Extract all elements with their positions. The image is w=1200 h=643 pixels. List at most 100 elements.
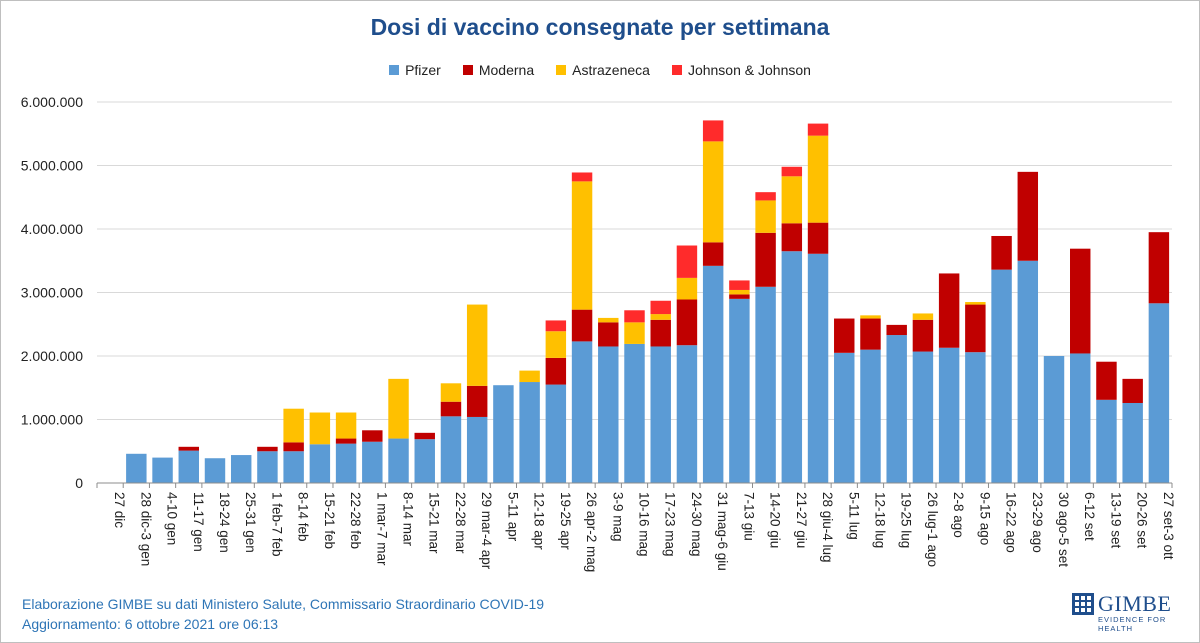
x-tick-label: 3-9 mag [610, 492, 625, 542]
bar-pfizer [1070, 353, 1091, 483]
y-tick-label: 1.000.000 [21, 412, 83, 428]
legend-label-johnson: Johnson & Johnson [687, 62, 811, 78]
bar-astrazeneca [388, 378, 409, 439]
bar-moderna [362, 430, 383, 442]
bar-pfizer [309, 444, 331, 483]
bar-pfizer [1122, 402, 1143, 483]
x-tick-label: 9-15 ago [977, 492, 992, 545]
bar-pfizer [755, 286, 776, 483]
x-tick-label: 8-14 mar [401, 492, 416, 547]
bar-moderna [335, 438, 357, 444]
bar-pfizer [886, 335, 907, 483]
bar-pfizer [1096, 399, 1117, 483]
x-tick-label: 28 dic-3 gen [138, 492, 153, 566]
bar-pfizer [230, 455, 252, 483]
bar-astrazeneca [650, 314, 671, 320]
bar-pfizer [571, 341, 593, 483]
bar-pfizer [965, 352, 986, 483]
bar-johnson [755, 192, 776, 201]
bar-moderna [834, 318, 855, 353]
bar-moderna [440, 401, 462, 417]
x-tick-label: 2-8 ago [951, 492, 966, 538]
bar-pfizer [283, 451, 304, 483]
x-tick-label: 20-26 set [1135, 492, 1150, 549]
bar-pfizer [493, 385, 514, 483]
bar-moderna [257, 446, 278, 452]
bar-pfizer [126, 453, 147, 483]
y-tick-label: 3.000.000 [21, 285, 83, 301]
gimbe-logo-icon [1072, 593, 1094, 615]
x-tick-label: 25-31 gen [243, 492, 258, 553]
bar-johnson [545, 320, 567, 332]
bar-astrazeneca [571, 181, 593, 310]
bar-moderna [886, 324, 907, 336]
bar-johnson [807, 123, 829, 136]
gimbe-logo: GIMBE EVIDENCE FOR HEALTH [1072, 591, 1188, 633]
x-tick-label: 27 set-3 ott [1161, 492, 1176, 560]
bar-moderna [1070, 248, 1091, 354]
x-tick-label: 26 lug-1 ago [925, 492, 940, 567]
bar-pfizer [781, 251, 803, 483]
bar-pfizer [834, 352, 855, 483]
bar-astrazeneca [624, 322, 645, 344]
legend-item-pfizer: Pfizer [389, 62, 441, 78]
legend-swatch-pfizer [389, 65, 400, 75]
bar-pfizer [257, 451, 278, 483]
bar-pfizer [650, 346, 671, 483]
bar-pfizer [466, 416, 488, 483]
x-tick-label: 22-28 mar [453, 492, 468, 554]
x-tick-label: 1 mar-7 mar [374, 492, 389, 566]
bar-johnson [650, 300, 671, 315]
bar-astrazeneca [466, 304, 488, 386]
bar-johnson [702, 120, 724, 142]
legend-item-johnson: Johnson & Johnson [671, 62, 811, 78]
gimbe-logo-subtitle: EVIDENCE FOR HEALTH [1098, 615, 1167, 633]
x-tick-label: 5-11 lug [846, 492, 861, 540]
bar-moderna [965, 304, 986, 353]
bar-pfizer [362, 441, 383, 483]
x-tick-label: 11-17 gen [191, 492, 206, 552]
x-tick-label: 18-24 gen [217, 492, 232, 553]
x-tick-label: 4-10 gen [165, 492, 180, 545]
bar-johnson [624, 310, 645, 323]
bar-astrazeneca [519, 370, 540, 383]
legend-swatch-moderna [462, 65, 473, 75]
x-tick-label: 28 giu-4 lug [820, 492, 835, 563]
x-tick-label: 27 dic [112, 492, 127, 528]
x-tick-label: 22-28 feb [348, 492, 363, 549]
x-tick-label: 7-13 giu [741, 492, 756, 541]
bar-astrazeneca [676, 277, 698, 300]
x-tick-label: 19-25 lug [899, 492, 914, 548]
bar-astrazeneca [440, 383, 462, 402]
bar-pfizer [1017, 260, 1039, 483]
bar-moderna [938, 273, 960, 348]
bar-astrazeneca [912, 313, 934, 320]
x-tick-label: 15-21 mar [427, 492, 442, 554]
bar-pfizer [624, 343, 645, 483]
bar-moderna [702, 242, 724, 266]
x-tick-label: 24-30 mag [689, 492, 704, 557]
y-tick-label: 2.000.000 [21, 348, 83, 364]
bar-chart: 0 1.000.000 2.000.000 3.000.000 4.000.000 5.0… [21, 94, 1176, 572]
bar-moderna [178, 446, 199, 451]
x-tick-label: 14-20 giu [768, 492, 783, 548]
x-tick-label: 26 apr-2 mag [584, 492, 599, 572]
bar-astrazeneca [860, 315, 881, 319]
bar-astrazeneca [755, 200, 776, 233]
legend-label-pfizer: Pfizer [405, 62, 441, 78]
bar-moderna [1017, 171, 1039, 261]
bar-moderna [729, 294, 750, 299]
bar-moderna [545, 357, 567, 385]
bar-moderna [466, 385, 488, 417]
bar-astrazeneca [729, 289, 750, 295]
bar-johnson [571, 172, 593, 182]
x-tick-label: 10-16 mag [637, 492, 652, 557]
bar-astrazeneca [807, 135, 829, 223]
bar-moderna [1096, 361, 1117, 400]
x-tick-label: 15-21 feb [322, 492, 337, 549]
bar-pfizer [912, 351, 934, 483]
x-tick-label: 19-25 apr [558, 492, 573, 550]
bar-pfizer [178, 450, 199, 483]
bar-pfizer [702, 265, 724, 483]
legend-item-astrazeneca: Astrazeneca [556, 62, 650, 78]
